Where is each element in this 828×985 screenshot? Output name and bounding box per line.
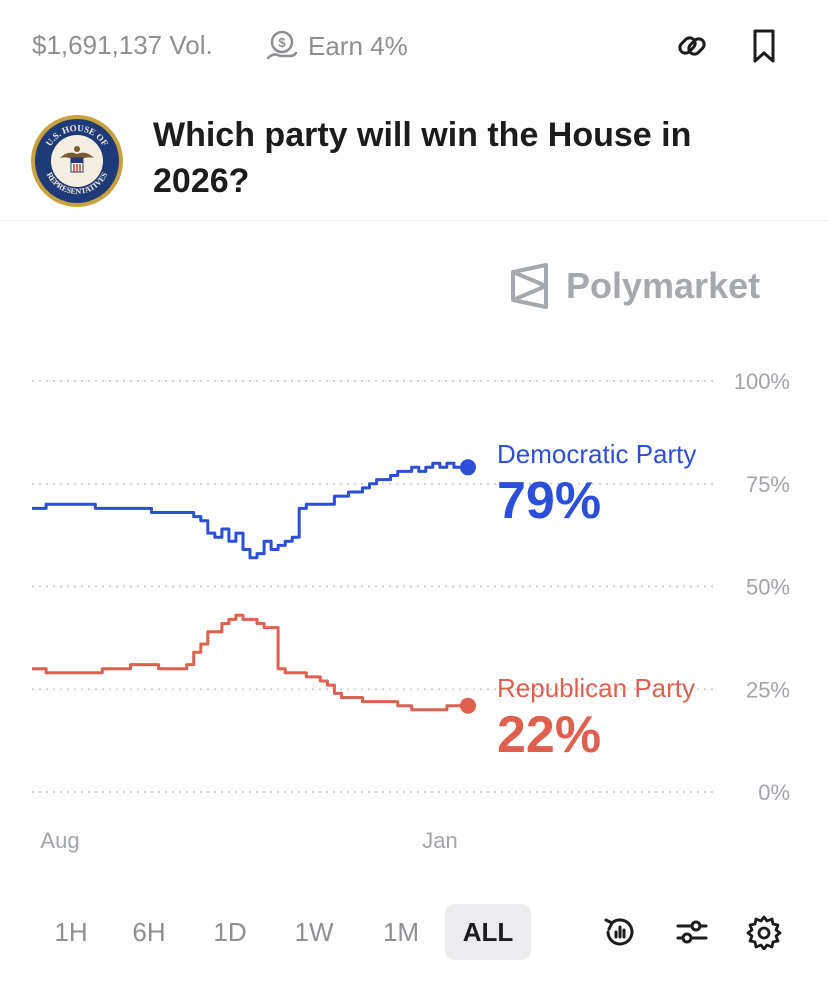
series-current-value: 22% xyxy=(497,706,601,764)
polymarket-logo-icon xyxy=(511,263,548,309)
polymarket-watermark: Polymarket xyxy=(508,262,760,310)
svg-text:$: $ xyxy=(278,35,286,50)
series-endpoint-republican xyxy=(460,697,476,714)
series-label: Democratic Party xyxy=(497,439,696,469)
timeframe-all[interactable]: ALL xyxy=(445,904,531,960)
y-tick-label: 50% xyxy=(746,575,790,600)
top-bar: $1,691,137 Vol. $ Earn 4% xyxy=(0,0,828,92)
link-icon xyxy=(678,36,706,56)
series-label: Republican Party xyxy=(497,673,695,703)
y-tick-label: 100% xyxy=(734,369,790,394)
settings-button[interactable] xyxy=(744,912,784,952)
y-tick-label: 75% xyxy=(746,472,790,497)
timeframe-1w[interactable]: 1W xyxy=(294,917,334,947)
polymarket-brand-name: Polymarket xyxy=(566,265,761,306)
house-seal-logo: U.S. HOUSE OF REPRESENTATIVES xyxy=(30,114,124,208)
volume-text: $1,691,137 Vol. xyxy=(32,30,213,60)
timeframe-1m[interactable]: 1M xyxy=(382,917,420,947)
gear-icon xyxy=(746,915,782,950)
bookmark-button[interactable] xyxy=(744,26,784,66)
earn-badge[interactable]: $ Earn 4% xyxy=(264,28,408,64)
copy-link-button[interactable] xyxy=(672,26,712,66)
timeframe-1h[interactable]: 1H xyxy=(54,917,88,947)
series-current-value: 79% xyxy=(497,472,601,530)
series-line-democratic xyxy=(32,461,468,560)
y-tick-label: 25% xyxy=(746,677,790,702)
series-endpoint-democratic xyxy=(460,459,476,476)
market-header: U.S. HOUSE OF REPRESENTATIVES Which part… xyxy=(0,92,828,221)
price-chart[interactable]: 100% 75% 50% 25% 0% Aug Jan Democratic Party79%… xyxy=(0,340,828,870)
earn-label: Earn 4% xyxy=(308,30,408,61)
earn-icon: $ xyxy=(266,30,298,60)
chart-settings-button[interactable] xyxy=(672,912,712,952)
x-tick-label: Aug xyxy=(40,828,79,853)
series-line-republican xyxy=(32,613,468,712)
timeframe-6h[interactable]: 6H xyxy=(132,917,166,947)
history-button[interactable] xyxy=(600,912,640,952)
market-title: Which party will win the House in 2026? xyxy=(153,116,692,200)
sliders-icon xyxy=(676,920,708,944)
history-icon xyxy=(604,918,634,946)
x-tick-label: Jan xyxy=(422,828,457,853)
y-tick-label: 0% xyxy=(758,780,790,805)
bookmark-icon xyxy=(753,29,775,63)
timeframe-bar: 1H 6H 1D 1W 1M ALL xyxy=(0,900,828,964)
timeframe-1d[interactable]: 1D xyxy=(213,917,247,947)
